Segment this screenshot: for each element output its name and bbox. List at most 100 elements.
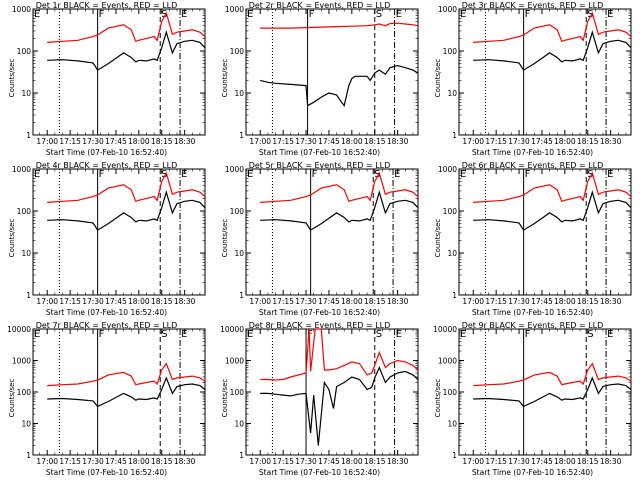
marker-label: E (394, 169, 400, 180)
x-tick-label: 18:15 (577, 137, 599, 146)
x-axis-label: Start Time (07-Feb-10 16:52:40) (258, 308, 381, 317)
plot-frame (458, 8, 632, 136)
x-axis-label: Start Time (07-Feb-10 16:52:40) (471, 148, 594, 157)
x-tick-label: 18:15 (577, 457, 599, 466)
x-tick-label: 17:00 (462, 137, 484, 146)
x-tick-label: 18:15 (577, 297, 599, 306)
x-tick-label: 17:15 (485, 137, 507, 146)
lld-series-line (47, 11, 206, 43)
x-tick-label: 18:30 (600, 457, 622, 466)
y-tick-label: 1000 (225, 5, 244, 14)
y-tick-label: 10 (234, 249, 244, 258)
x-tick-label: 17:45 (318, 137, 340, 146)
plot-frame (32, 328, 206, 456)
x-axis-label: Start Time (07-Feb-10 16:52:40) (45, 468, 168, 477)
y-tick-label: 10000 (220, 325, 244, 334)
events-series-line (260, 64, 419, 107)
marker-label: S (161, 169, 167, 180)
marker-label: E (247, 169, 253, 180)
x-tick-label: 17:45 (318, 457, 340, 466)
events-series-line (473, 376, 632, 408)
x-tick-label: 17:30 (508, 457, 530, 466)
panel-title: Det 4r BLACK = Events, RED = LLD (35, 161, 178, 170)
detector-panel: Det 2r BLACK = Events, RED = LLD Start Ti… (213, 0, 426, 160)
y-tick-label: 1 (239, 451, 244, 460)
x-tick-label: 18:30 (387, 297, 409, 306)
events-series-line (473, 30, 632, 71)
plot-frame (245, 328, 419, 456)
y-tick-label: 10000 (433, 325, 457, 334)
detector-panel: Det 1r BLACK = Events, RED = LLD Start Ti… (0, 0, 213, 160)
x-tick-label: 18:15 (151, 137, 173, 146)
marker-label: E (460, 9, 466, 20)
x-tick-label: 17:00 (462, 297, 484, 306)
y-tick-label: 10 (447, 420, 457, 429)
x-tick-label: 17:30 (82, 137, 104, 146)
y-tick-label: 1000 (225, 357, 244, 366)
x-tick-label: 18:30 (600, 297, 622, 306)
marker-label: E (34, 169, 40, 180)
y-tick-label: 100 (17, 207, 32, 216)
x-tick-label: 17:45 (531, 137, 553, 146)
x-tick-label: 18:00 (554, 457, 576, 466)
plot-frame (32, 168, 206, 296)
x-tick-label: 18:00 (341, 457, 363, 466)
x-tick-label: 17:30 (295, 137, 317, 146)
x-tick-label: 18:00 (554, 137, 576, 146)
x-tick-label: 17:45 (105, 457, 127, 466)
detector-panel: Det 9r BLACK = Events, RED = LLD Start Ti… (426, 320, 639, 480)
marker-label: F (309, 9, 315, 20)
marker-label: S (376, 329, 382, 340)
x-tick-label: 17:15 (272, 457, 294, 466)
x-tick-label: 17:45 (318, 297, 340, 306)
x-tick-label: 18:00 (341, 137, 363, 146)
x-tick-label: 17:00 (36, 457, 58, 466)
lld-series-line (260, 22, 419, 29)
marker-label: E (396, 9, 402, 20)
x-tick-label: 17:15 (485, 297, 507, 306)
y-tick-label: 1000 (12, 165, 31, 174)
marker-label: E (34, 9, 40, 20)
x-tick-label: 17:00 (249, 137, 271, 146)
chart-svg: 1 10 100 1000 17:00 17:15 17:30 17:45 18:00 18:15… (12, 5, 206, 146)
x-tick-label: 18:00 (554, 297, 576, 306)
y-tick-label: 1000 (438, 5, 457, 14)
x-tick-label: 17:30 (508, 297, 530, 306)
y-tick-label: 10 (234, 89, 244, 98)
x-tick-label: 17:30 (295, 297, 317, 306)
x-tick-label: 17:45 (531, 297, 553, 306)
lld-series-line (47, 171, 206, 203)
y-tick-label: 10 (21, 249, 31, 258)
y-tick-label: 1000 (438, 357, 457, 366)
y-tick-label: 100 (443, 47, 458, 56)
y-tick-label: 100 (230, 207, 245, 216)
x-tick-label: 18:30 (174, 137, 196, 146)
x-tick-label: 18:00 (128, 297, 150, 306)
chart-svg: 1 10 100 1000 10000 17:00 17:15 17:30 17:45 18:00… (220, 325, 419, 466)
x-tick-label: 17:30 (508, 137, 530, 146)
events-series-line (47, 30, 206, 71)
chart-svg: 1 10 100 1000 17:00 17:15 17:30 17:45 18:00 18:15… (225, 165, 419, 306)
x-axis-label: Start Time (07-Feb-10 16:52:40) (258, 468, 381, 477)
y-tick-label: 100 (17, 388, 32, 397)
panel-title: Det 9r BLACK = Events, RED = LLD (461, 321, 604, 330)
y-tick-label: 10 (447, 249, 457, 258)
detector-panel: Det 3r BLACK = Events, RED = LLD Start Ti… (426, 0, 639, 160)
y-tick-label: 10 (21, 420, 31, 429)
x-tick-label: 18:00 (128, 137, 150, 146)
y-tick-label: 1 (452, 131, 457, 140)
panel-title: Det 2r BLACK = Events, RED = LLD (248, 1, 391, 10)
y-tick-label: 1 (26, 291, 31, 300)
x-axis-label: Start Time (07-Feb-10 16:52:40) (258, 148, 381, 157)
y-tick-label: 1000 (12, 5, 31, 14)
detector-panel: Det 6r BLACK = Events, RED = LLD Start Ti… (426, 160, 639, 320)
x-tick-label: 17:45 (105, 137, 127, 146)
marker-label: E (181, 329, 187, 340)
y-tick-label: 100 (443, 207, 458, 216)
lld-series-line (47, 362, 206, 387)
x-tick-label: 18:15 (364, 297, 386, 306)
x-tick-label: 18:00 (341, 297, 363, 306)
y-tick-label: 1 (26, 451, 31, 460)
x-axis-label: Start Time (07-Feb-10 16:52:40) (45, 308, 168, 317)
